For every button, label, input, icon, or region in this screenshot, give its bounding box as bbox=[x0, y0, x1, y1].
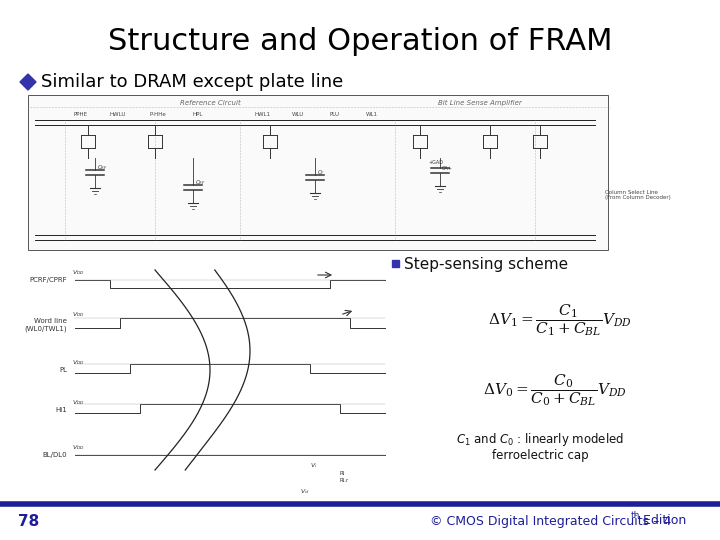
Text: P-HHe: P-HHe bbox=[150, 111, 166, 117]
Text: Column Select Line
(From Column Decoder): Column Select Line (From Column Decoder) bbox=[605, 190, 671, 200]
Polygon shape bbox=[20, 74, 36, 90]
Text: $C_{RF}$: $C_{RF}$ bbox=[97, 163, 108, 172]
Text: PL: PL bbox=[59, 367, 67, 373]
Text: PPHE: PPHE bbox=[73, 111, 87, 117]
Text: WLU: WLU bbox=[292, 111, 304, 117]
Bar bbox=[392, 260, 399, 267]
Text: HPL: HPL bbox=[193, 111, 203, 117]
Text: 78: 78 bbox=[18, 514, 40, 529]
Text: $C_{F}$: $C_{F}$ bbox=[317, 168, 325, 177]
Text: $V_{cl}$: $V_{cl}$ bbox=[300, 487, 310, 496]
Text: Edition: Edition bbox=[639, 515, 686, 528]
Text: $V_{DD}$: $V_{DD}$ bbox=[72, 359, 85, 367]
Text: Structure and Operation of FRAM: Structure and Operation of FRAM bbox=[108, 28, 612, 57]
Text: Word line
(WL0/TWL1): Word line (WL0/TWL1) bbox=[24, 318, 67, 332]
Bar bbox=[28, 95, 608, 250]
Text: Step-sensing scheme: Step-sensing scheme bbox=[404, 256, 568, 272]
Text: $V_{DD}$: $V_{DD}$ bbox=[72, 268, 85, 278]
Text: CA+: CA+ bbox=[442, 166, 453, 171]
Text: Rl: Rl bbox=[340, 471, 346, 476]
Text: Bit Line Sense Amplifier: Bit Line Sense Amplifier bbox=[438, 100, 522, 106]
Text: WL1: WL1 bbox=[366, 111, 378, 117]
Text: $C_{RF}$: $C_{RF}$ bbox=[195, 178, 206, 187]
Text: PCRF/CPRF: PCRF/CPRF bbox=[30, 277, 67, 283]
Text: +GAD: +GAD bbox=[428, 160, 443, 165]
Text: Rl.r: Rl.r bbox=[340, 478, 349, 483]
Text: Hi1: Hi1 bbox=[55, 407, 67, 413]
Text: $\Delta V_0 = \dfrac{C_0}{C_0 + C_{BL}} V_{DD}$: $\Delta V_0 = \dfrac{C_0}{C_0 + C_{BL}} … bbox=[483, 372, 627, 408]
Text: HWL1: HWL1 bbox=[255, 111, 271, 117]
Text: Reference Circuit: Reference Circuit bbox=[179, 100, 240, 106]
Text: Similar to DRAM except plate line: Similar to DRAM except plate line bbox=[41, 73, 343, 91]
Text: $V_{DD}$: $V_{DD}$ bbox=[72, 443, 85, 453]
Text: $\Delta V_1 = \dfrac{C_1}{C_1 + C_{BL}} V_{DD}$: $\Delta V_1 = \dfrac{C_1}{C_1 + C_{BL}} … bbox=[488, 302, 632, 338]
Text: $C_1$ and $C_0$ : linearly modeled: $C_1$ and $C_0$ : linearly modeled bbox=[456, 431, 624, 449]
Text: $V_i$: $V_i$ bbox=[310, 461, 318, 470]
Text: $V_{DD}$: $V_{DD}$ bbox=[72, 310, 85, 320]
Text: © CMOS Digital Integrated Circuits – 4: © CMOS Digital Integrated Circuits – 4 bbox=[430, 515, 671, 528]
Text: $V_{DD}$: $V_{DD}$ bbox=[72, 399, 85, 408]
Text: BL/DL0: BL/DL0 bbox=[42, 452, 67, 458]
Text: ferroelectric cap: ferroelectric cap bbox=[492, 449, 588, 462]
Text: PLU: PLU bbox=[330, 111, 340, 117]
Text: th: th bbox=[631, 511, 640, 521]
Text: HWLU: HWLU bbox=[110, 111, 126, 117]
